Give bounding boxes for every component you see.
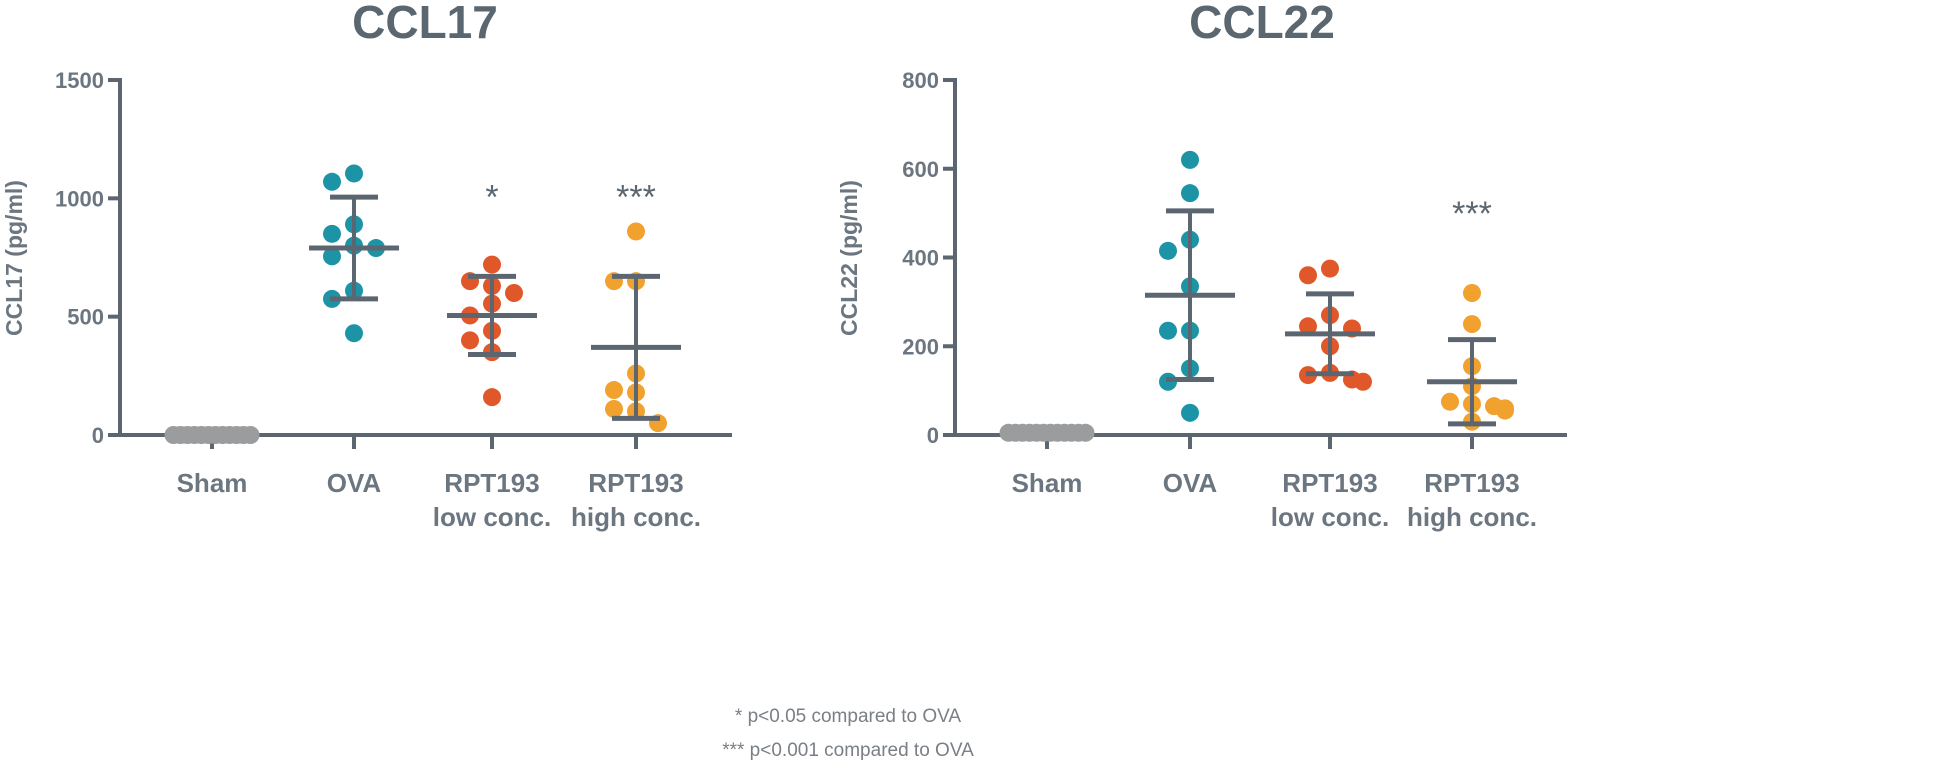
x-tick-label: Sham xyxy=(177,468,248,498)
y-tick-label: 600 xyxy=(902,157,939,182)
x-tick-label: Sham xyxy=(1012,468,1083,498)
x-tick-label-line2: high conc. xyxy=(1407,502,1537,532)
x-tick-label: RPT193 xyxy=(444,468,539,498)
series-high: *** xyxy=(591,178,681,433)
x-tick-label: OVA xyxy=(1163,468,1218,498)
y-tick-label: 200 xyxy=(902,334,939,359)
ccl22-chart: CCL22 CCL22 (pg/ml) 0 200 400 600 800 Sham OVA RP… xyxy=(836,0,1567,532)
significance-marker: * xyxy=(485,178,498,216)
data-point xyxy=(1299,266,1317,285)
x-tick-label-line2: low conc. xyxy=(433,502,551,532)
y-tick-label: 1000 xyxy=(55,186,104,211)
series-high: *** xyxy=(1427,195,1517,431)
data-point xyxy=(1159,241,1177,260)
significance-marker: *** xyxy=(1452,195,1492,233)
data-point xyxy=(345,164,363,183)
data-point xyxy=(1321,259,1339,278)
data-point xyxy=(605,381,623,400)
x-tick-label-line2: high conc. xyxy=(571,502,701,532)
series-sham xyxy=(164,426,260,444)
chart-title: CCL22 xyxy=(1189,0,1335,48)
data-point xyxy=(1496,401,1514,420)
chart-title: CCL17 xyxy=(352,0,498,48)
x-tick-label: RPT193 xyxy=(1282,468,1377,498)
data-point xyxy=(1463,284,1481,302)
data-point xyxy=(1354,372,1372,391)
footnote-p0001: *** p<0.001 compared to OVA xyxy=(722,740,974,761)
y-tick-label: 1500 xyxy=(55,68,104,93)
footnote-p005: * p<0.05 compared to OVA xyxy=(735,706,962,727)
data-point xyxy=(323,172,341,191)
data-point xyxy=(483,388,501,407)
data-point xyxy=(1181,150,1199,169)
y-tick-label: 0 xyxy=(92,423,104,448)
data-point xyxy=(1181,184,1199,203)
data-point xyxy=(323,247,341,266)
data-point xyxy=(627,222,645,241)
data-point xyxy=(1159,321,1177,340)
data-point xyxy=(483,255,501,274)
x-tick-label: RPT193 xyxy=(1424,468,1519,498)
series-low: * xyxy=(447,178,537,407)
data-point xyxy=(241,426,260,444)
data-point xyxy=(1181,403,1199,422)
data-point xyxy=(323,224,341,243)
significance-marker: *** xyxy=(616,178,656,216)
data-point xyxy=(1299,317,1317,336)
y-axis-label: CCL22 (pg/ml) xyxy=(836,180,862,336)
data-point xyxy=(605,399,623,418)
y-tick-label: 0 xyxy=(927,423,939,448)
data-point xyxy=(1076,423,1095,442)
data-point xyxy=(345,324,363,343)
x-tick-label: OVA xyxy=(327,468,382,498)
series-ova xyxy=(1145,150,1235,422)
y-tick-label: 800 xyxy=(902,68,939,93)
x-tick-label-line2: low conc. xyxy=(1271,502,1389,532)
x-tick-label: RPT193 xyxy=(588,468,683,498)
data-point xyxy=(1463,315,1481,334)
ccl17-chart: CCL17 CCL17 (pg/ml) 0 500 1000 1500 Sham OVA RPT… xyxy=(1,0,732,532)
series-ova xyxy=(309,164,399,343)
y-tick-label: 500 xyxy=(67,305,104,330)
series-sham xyxy=(999,423,1095,442)
data-point xyxy=(505,284,523,302)
y-tick-label: 400 xyxy=(902,246,939,271)
y-axis-label: CCL17 (pg/ml) xyxy=(1,180,27,336)
data-point xyxy=(1441,392,1459,411)
data-point xyxy=(461,331,479,350)
series-low xyxy=(1285,259,1375,391)
